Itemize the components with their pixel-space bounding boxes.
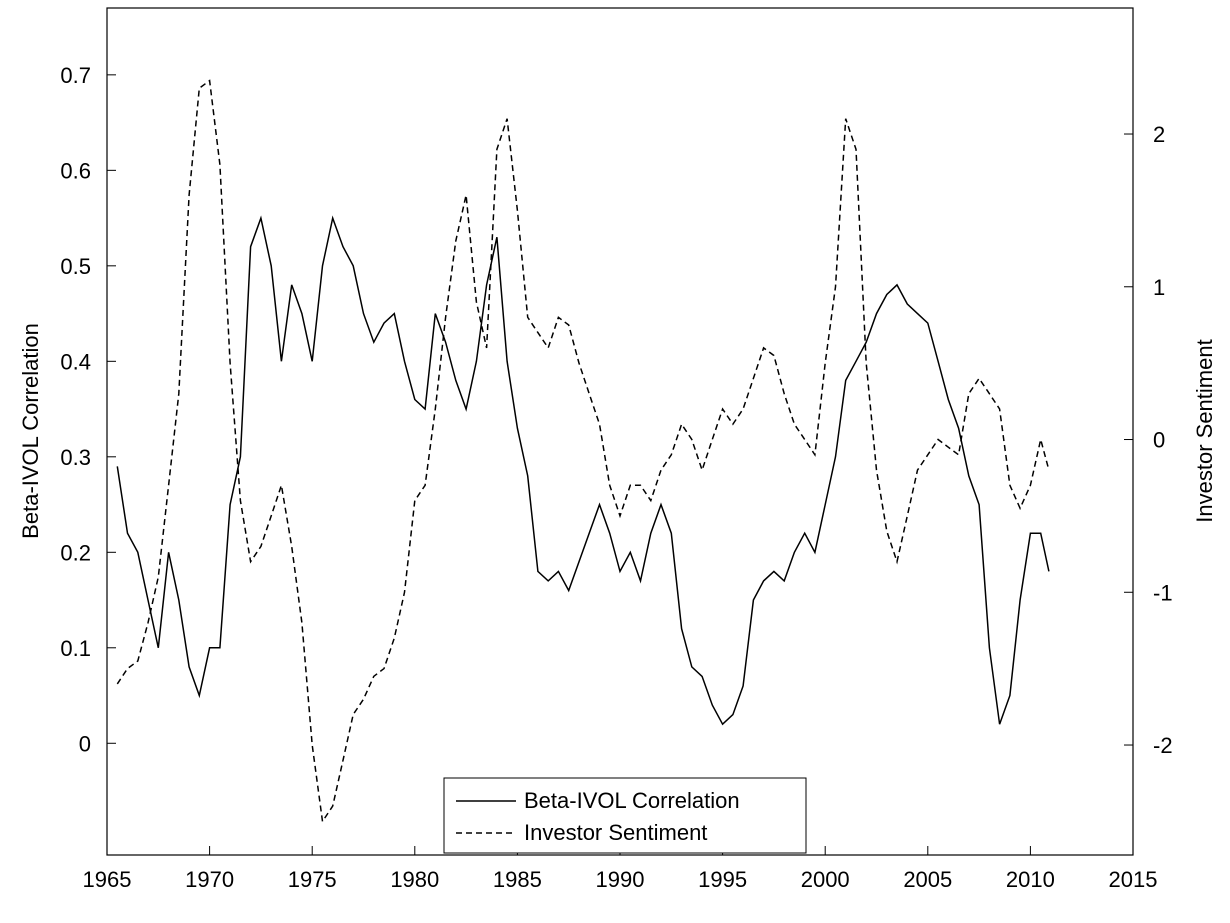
y-tick-label: 0.4 — [60, 349, 91, 374]
y2-tick-label: -1 — [1153, 580, 1173, 605]
x-tick-label: 1980 — [390, 867, 439, 892]
x-tick-label: 1995 — [698, 867, 747, 892]
legend-label: Beta-IVOL Correlation — [524, 788, 740, 813]
y-tick-label: 0.6 — [60, 158, 91, 183]
x-tick-label: 1965 — [83, 867, 132, 892]
y2-tick-label: 0 — [1153, 428, 1165, 453]
y-axis-label: Beta-IVOL Correlation — [18, 323, 43, 539]
y-tick-label: 0.7 — [60, 63, 91, 88]
y2-tick-label: 1 — [1153, 275, 1165, 300]
y2-tick-label: -2 — [1153, 733, 1173, 758]
x-tick-label: 1990 — [596, 867, 645, 892]
y2-axis-label: Investor Sentiment — [1192, 339, 1217, 522]
plot-frame — [106, 7, 1134, 856]
y-tick-label: 0 — [79, 731, 91, 756]
y-tick-label: 0.3 — [60, 445, 91, 470]
x-tick-label: 2000 — [801, 867, 850, 892]
legend-box — [443, 777, 807, 854]
x-tick-label: 1975 — [288, 867, 337, 892]
x-tick-label: 1970 — [185, 867, 234, 892]
legend-label: Investor Sentiment — [524, 820, 707, 845]
y-tick-label: 0.5 — [60, 254, 91, 279]
x-tick-label: 1985 — [493, 867, 542, 892]
x-tick-label: 2015 — [1109, 867, 1158, 892]
x-tick-label: 2010 — [1006, 867, 1055, 892]
series-line — [116, 79, 1050, 824]
y-tick-label: 0.2 — [60, 540, 91, 565]
series-line — [116, 215, 1050, 726]
y2-tick-label: 2 — [1153, 122, 1165, 147]
x-tick-label: 2005 — [903, 867, 952, 892]
y-tick-label: 0.1 — [60, 636, 91, 661]
